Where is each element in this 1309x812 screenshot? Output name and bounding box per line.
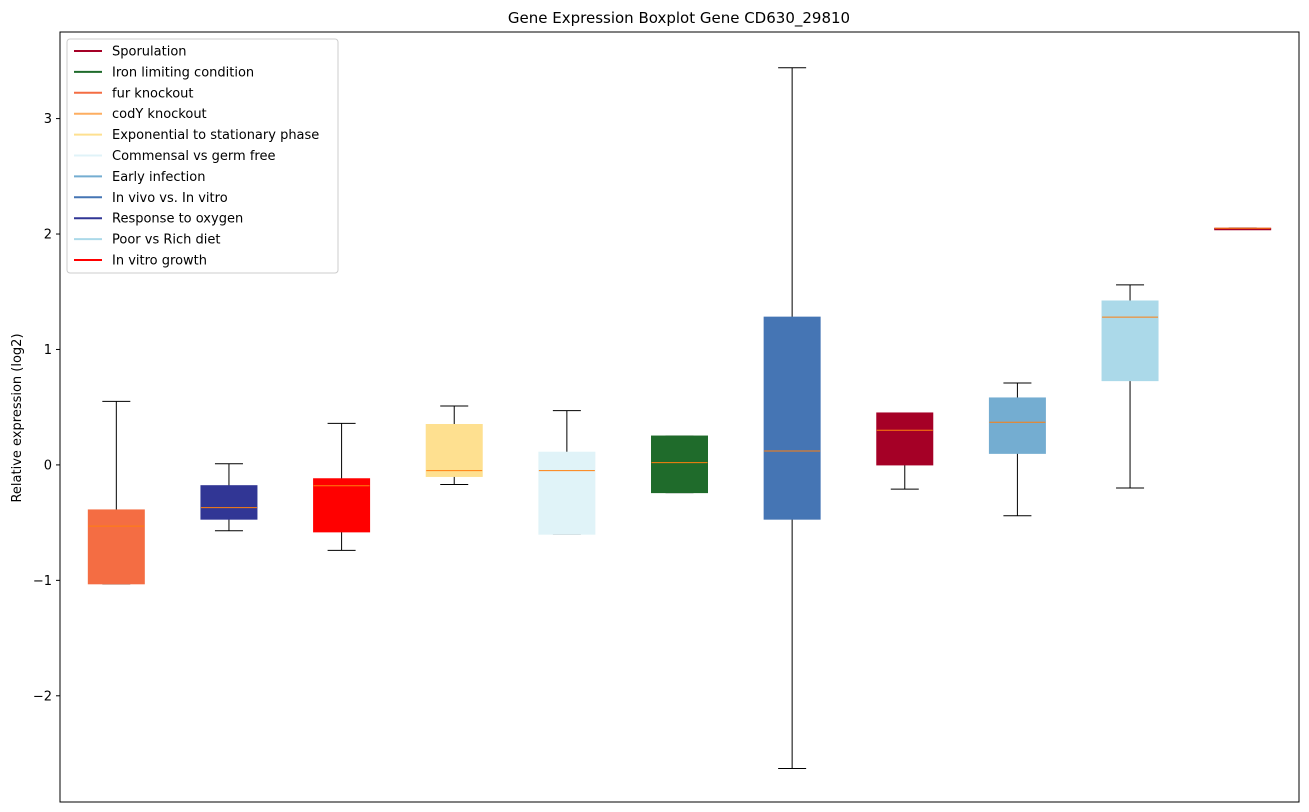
box-6 [651,435,708,494]
box-body [313,478,371,533]
legend-label: Sporulation [112,45,187,60]
box-11 [1214,227,1272,231]
box-body [538,451,596,535]
y-tick-label: −2 [33,689,52,704]
legend-label: fur knockout [112,86,194,101]
box-9 [988,382,1046,517]
y-axis-ticks: −2 −1 0 1 2 3 [33,112,60,704]
boxes-layer [87,67,1272,770]
box-2 [200,463,258,532]
box-body [425,424,483,477]
box-body [651,435,708,494]
y-tick-label: 1 [44,343,52,358]
legend-label: Exponential to stationary phase [112,128,319,143]
legend-label: In vitro growth [112,254,207,269]
plot-area-frame [59,31,1300,803]
y-tick-label: 0 [44,458,52,473]
y-tick-label: 3 [44,112,52,127]
box-4 [425,405,483,486]
legend-label: Response to oxygen [112,212,243,227]
y-tick-label: 2 [44,228,52,243]
legend-label: Iron limiting condition [112,65,254,80]
box-body [988,397,1046,454]
box-body [200,485,258,520]
legend-label: codY knockout [112,107,207,122]
legend-label: In vivo vs. In vitro [112,191,228,206]
box-10 [1101,284,1159,489]
box-body [763,316,821,520]
box-7 [763,67,821,770]
y-tick-label: −1 [33,574,52,589]
box-1 [87,400,145,585]
legend-box [66,38,339,274]
legend-label: Poor vs Rich diet [112,233,220,248]
box-body [876,412,934,466]
legend-label: Early infection [112,170,205,185]
box-body [1101,300,1159,382]
box-5 [538,410,596,535]
legend-label: Commensal vs germ free [112,149,275,164]
legend: Sporulation Iron limiting condition fur kn… [66,38,339,274]
chart-title: Gene Expression Boxplot Gene CD630_29810 [508,9,850,28]
box-3 [313,422,371,551]
box-body [87,509,145,585]
box-8 [876,412,934,490]
y-axis-label: Relative expression (log2) [10,333,25,502]
